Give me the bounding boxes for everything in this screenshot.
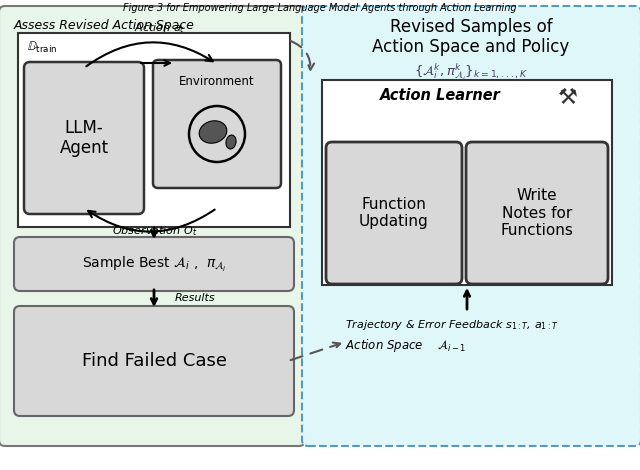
Ellipse shape xyxy=(226,135,236,149)
Text: Action Space and Policy: Action Space and Policy xyxy=(372,38,570,56)
FancyArrowPatch shape xyxy=(88,210,214,232)
Text: Trajectory & Error Feedback $s_{1:T}$, $a_{1:T}$: Trajectory & Error Feedback $s_{1:T}$, $… xyxy=(345,318,559,332)
Text: Sample Best $\mathcal{A}_i$ ,  $\pi_{\mathcal{A}_i}$: Sample Best $\mathcal{A}_i$ , $\pi_{\mat… xyxy=(81,254,227,274)
Text: $\mathbb{D}_{\mathrm{train}}$: $\mathbb{D}_{\mathrm{train}}$ xyxy=(27,40,58,55)
Text: Action Learner: Action Learner xyxy=(380,88,501,103)
FancyArrowPatch shape xyxy=(291,41,314,70)
Text: LLM-
Agent: LLM- Agent xyxy=(60,118,109,157)
Text: Observation $O_t$: Observation $O_t$ xyxy=(113,224,198,238)
FancyBboxPatch shape xyxy=(326,142,462,284)
Text: Figure 3 for Empowering Large Language Model Agents through Action Learning: Figure 3 for Empowering Large Language M… xyxy=(123,3,517,13)
Text: Results: Results xyxy=(175,293,216,303)
FancyBboxPatch shape xyxy=(302,6,640,446)
Text: Write
Notes for
Functions: Write Notes for Functions xyxy=(500,188,573,238)
FancyArrowPatch shape xyxy=(86,42,212,66)
FancyBboxPatch shape xyxy=(14,306,294,416)
FancyBboxPatch shape xyxy=(18,33,290,227)
Text: Revised Samples of: Revised Samples of xyxy=(390,18,552,36)
Text: Action Space    $\mathcal{A}_{i-1}$: Action Space $\mathcal{A}_{i-1}$ xyxy=(345,337,466,354)
FancyBboxPatch shape xyxy=(0,6,305,446)
Ellipse shape xyxy=(199,121,227,143)
FancyBboxPatch shape xyxy=(322,80,612,285)
Text: Assess Revised Action Space: Assess Revised Action Space xyxy=(14,19,195,32)
Text: Environment: Environment xyxy=(179,75,255,88)
Text: Function
Updating: Function Updating xyxy=(359,197,429,229)
FancyBboxPatch shape xyxy=(153,60,281,188)
Text: Action $a_t$: Action $a_t$ xyxy=(134,21,186,35)
FancyArrowPatch shape xyxy=(291,343,340,360)
FancyBboxPatch shape xyxy=(466,142,608,284)
Text: Find Failed Case: Find Failed Case xyxy=(81,352,227,370)
Text: $\{\mathcal{A}_i^k, \pi_{\mathcal{A}_i}^k\}_{k=1,...,K}$: $\{\mathcal{A}_i^k, \pi_{\mathcal{A}_i}^… xyxy=(414,62,528,83)
FancyBboxPatch shape xyxy=(14,237,294,291)
FancyBboxPatch shape xyxy=(24,62,144,214)
Text: ⚒: ⚒ xyxy=(558,88,578,108)
